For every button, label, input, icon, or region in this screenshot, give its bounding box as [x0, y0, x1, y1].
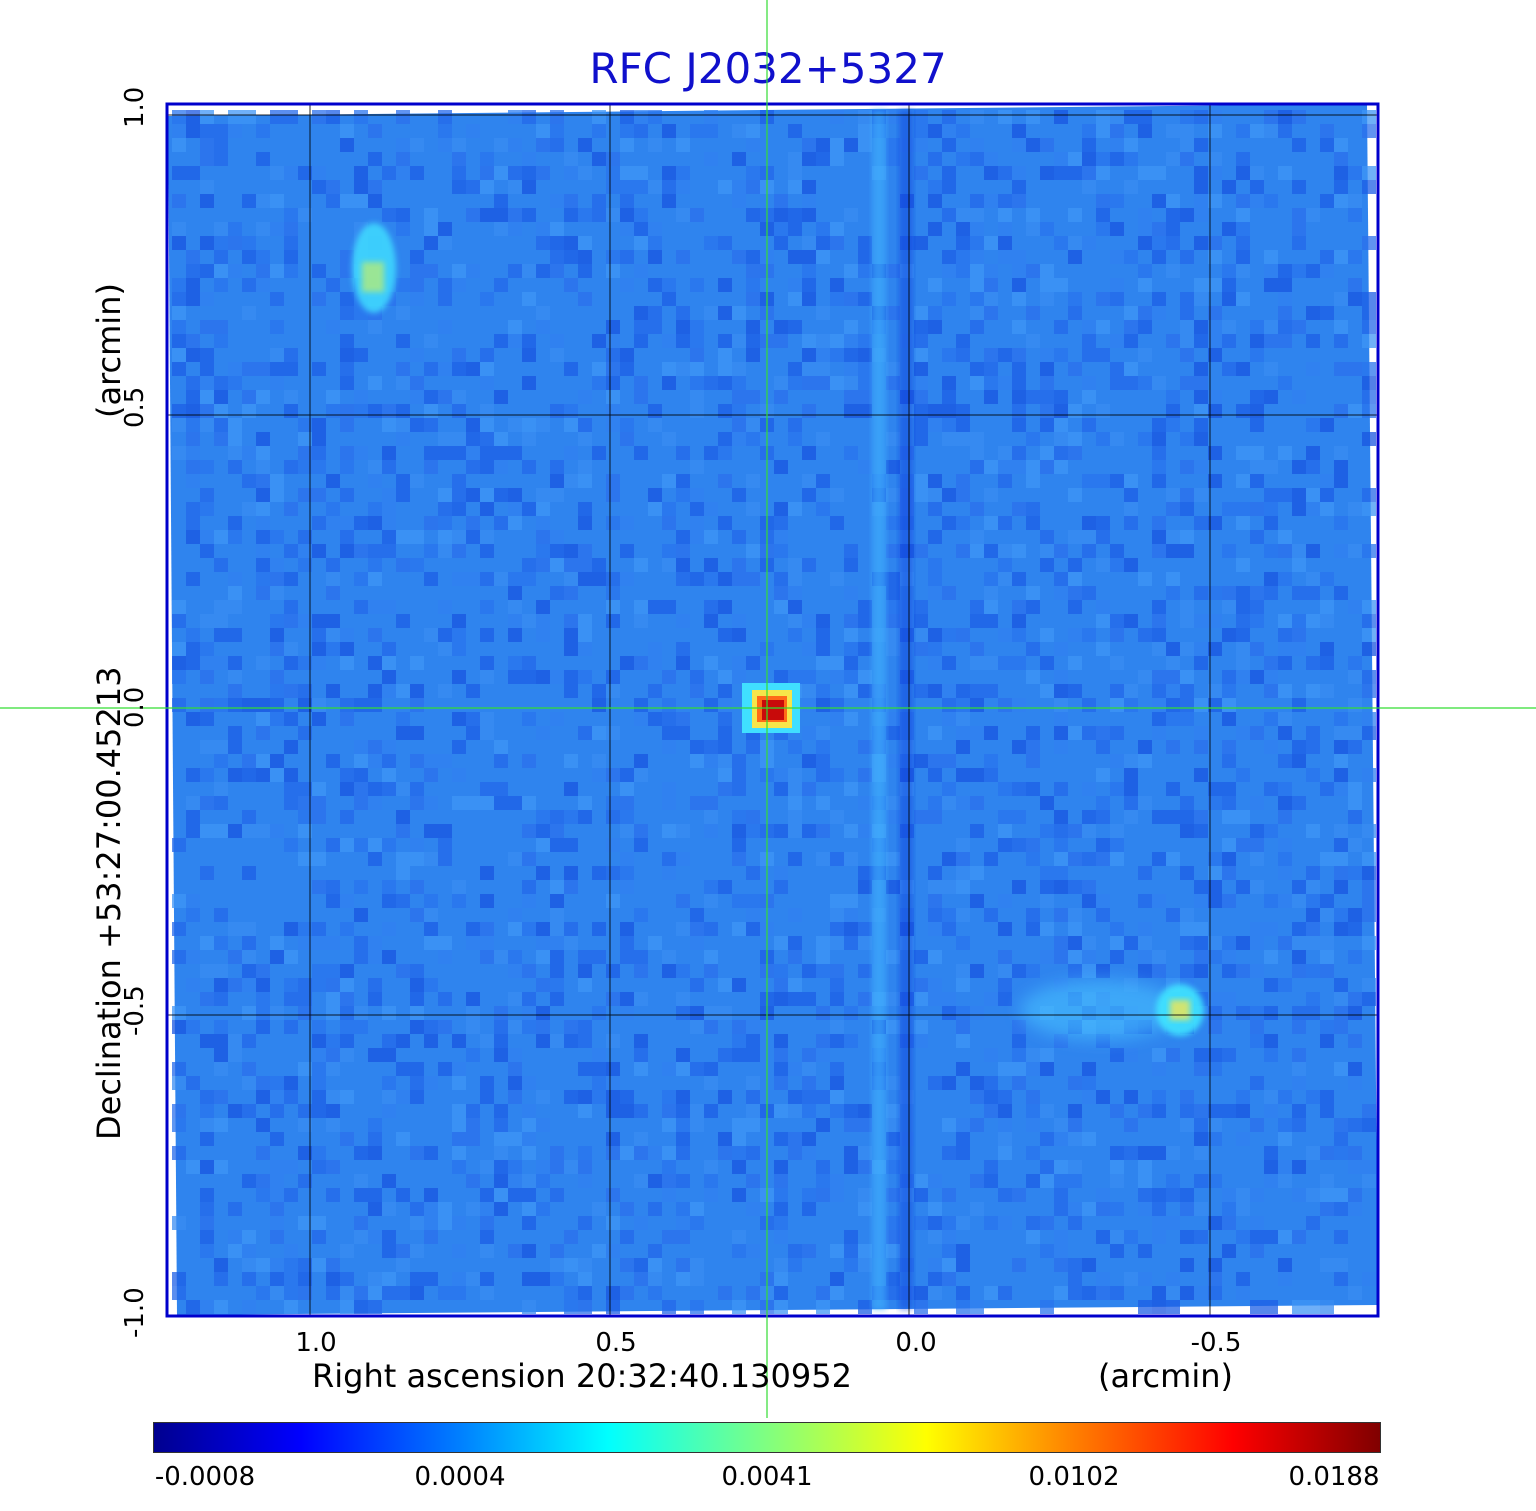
x-tick-label: -0.5: [1190, 1328, 1242, 1358]
y-tick-label: 1.0: [120, 86, 150, 128]
source-lower-right-core: [1170, 1000, 1190, 1020]
y-axis-label: Declination +53:27:00.45213: [90, 666, 128, 1140]
source-upper-left-core: [362, 262, 384, 292]
x-tick-label: 1.0: [295, 1328, 337, 1358]
plot-frame: [165, 102, 1380, 1318]
x-tick-label: 0.0: [895, 1328, 937, 1358]
x-axis-unit: (arcmin): [1098, 1357, 1233, 1395]
artifact-stripe-bright: [872, 110, 886, 1310]
x-tick-label: 0.5: [595, 1328, 637, 1358]
noise-texture: [172, 110, 1376, 1314]
colorbar: [153, 1422, 1381, 1453]
y-tick-label: -1.0: [120, 1287, 150, 1338]
central-source-core: [762, 700, 784, 720]
artifact-stripe-dark: [899, 110, 913, 1310]
colorbar-tick-label: -0.0008: [154, 1462, 256, 1492]
y-axis-unit: (arcmin): [90, 283, 128, 418]
colorbar-tick-label: 0.0102: [1028, 1462, 1120, 1492]
sky-map: [168, 104, 1378, 1315]
x-axis-label: Right ascension 20:32:40.130952: [312, 1357, 852, 1395]
faint-emission: [1020, 980, 1180, 1040]
image-title: RFC J2032+5327: [589, 44, 947, 93]
colorbar-tick-label: 0.0041: [721, 1462, 813, 1492]
colorbar-tick-label: 0.0004: [414, 1462, 506, 1492]
colorbar-tick-label: 0.0188: [1288, 1462, 1380, 1492]
